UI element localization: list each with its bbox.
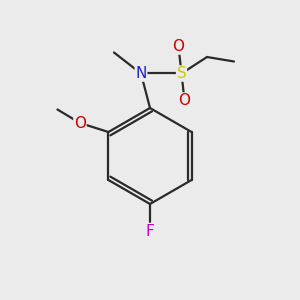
- Text: N: N: [135, 66, 147, 81]
- Text: S: S: [177, 66, 186, 81]
- Text: O: O: [172, 39, 184, 54]
- Text: O: O: [178, 93, 190, 108]
- Text: O: O: [74, 116, 86, 130]
- Text: F: F: [146, 224, 154, 238]
